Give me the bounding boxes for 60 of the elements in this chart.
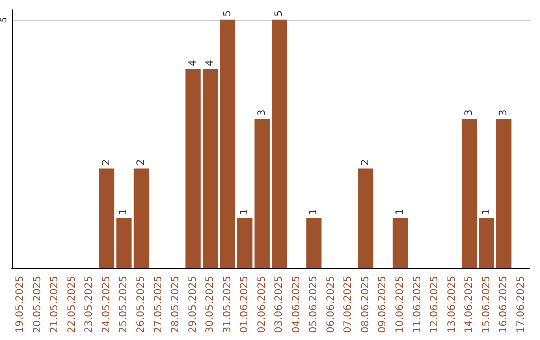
bar — [116, 218, 132, 268]
x-tick-label: 07.06.2025 — [343, 276, 354, 334]
x-tick-label: 26.05.2025 — [136, 276, 147, 334]
data-label: 2 — [136, 159, 147, 166]
x-tick-label: 05.06.2025 — [308, 276, 320, 334]
x-tick-label: 21.05.2025 — [50, 276, 61, 334]
x-tick-label: 20.05.2025 — [32, 276, 44, 334]
x-tick-label: 03.06.2025 — [274, 276, 286, 334]
data-label: 1 — [481, 209, 492, 216]
bar — [220, 20, 236, 268]
x-tick-label: 19.05.2025 — [15, 276, 26, 334]
bar — [134, 168, 150, 268]
x-tick-label: 08.06.2025 — [360, 276, 372, 334]
x-tick-label: 22.05.2025 — [66, 276, 78, 334]
bar — [186, 70, 201, 268]
data-label: 5 — [222, 10, 234, 17]
bar — [272, 20, 288, 268]
bar — [202, 70, 218, 268]
data-label: 5 — [274, 10, 286, 17]
data-label: 3 — [256, 110, 268, 116]
data-label: 3 — [498, 110, 510, 116]
data-label: 1 — [395, 209, 406, 216]
bar — [462, 119, 478, 268]
x-tick-label: 17.06.2025 — [516, 276, 527, 334]
x-tick-label: 31.05.2025 — [222, 276, 234, 334]
x-tick-label: 13.06.2025 — [446, 276, 458, 334]
bar — [358, 168, 374, 268]
x-tick-label: 09.06.2025 — [378, 276, 389, 334]
bar — [306, 218, 322, 268]
bar — [496, 119, 512, 268]
data-label: 4 — [205, 60, 216, 67]
x-tick-label: 24.05.2025 — [101, 276, 112, 334]
bar — [479, 218, 494, 268]
x-tick-label: 15.06.2025 — [481, 276, 492, 334]
x-tick-label: 11.06.2025 — [412, 276, 424, 334]
x-tick-label: 06.06.2025 — [326, 276, 337, 334]
bar — [238, 218, 253, 268]
data-label: 1 — [240, 209, 251, 216]
bar — [392, 218, 408, 268]
x-tick-label: 14.06.2025 — [464, 276, 476, 334]
x-tick-label: 02.06.2025 — [256, 276, 268, 334]
x-tick-label: 28.05.2025 — [170, 276, 182, 334]
data-label: 4 — [188, 60, 199, 67]
data-label: 3 — [464, 110, 476, 116]
x-tick-label: 27.05.2025 — [153, 276, 164, 334]
x-tick-label: 23.05.2025 — [84, 276, 96, 334]
x-tick-label: 25.05.2025 — [118, 276, 130, 334]
x-tick-label: 01.06.2025 — [240, 276, 251, 334]
bar — [254, 119, 270, 268]
data-label: 1 — [118, 209, 130, 216]
data-label: 2 — [360, 159, 372, 166]
x-tick-label: 29.05.2025 — [188, 276, 199, 334]
x-tick-label: 10.06.2025 — [395, 276, 406, 334]
x-tick-label: 30.05.2025 — [205, 276, 216, 334]
data-label: 2 — [101, 159, 112, 166]
x-tick-label: 16.06.2025 — [498, 276, 510, 334]
data-label: 1 — [308, 209, 320, 216]
x-tick-label: 04.06.2025 — [291, 276, 302, 334]
x-tick-label: 12.06.2025 — [430, 276, 441, 334]
bar — [99, 168, 115, 268]
